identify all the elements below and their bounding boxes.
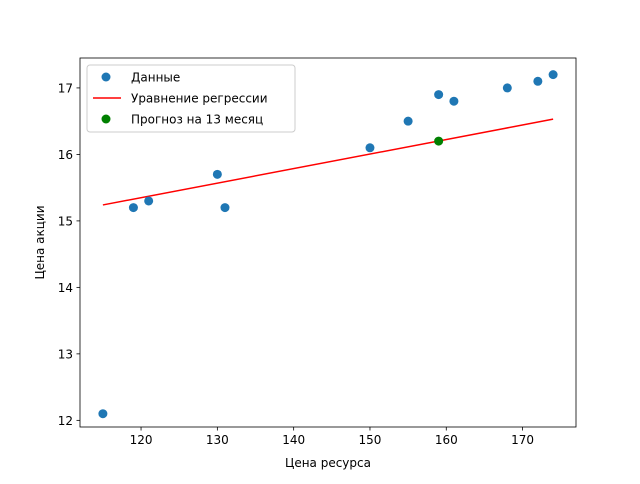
data-point-4	[220, 203, 230, 213]
y-tick-label-2: 14	[58, 281, 73, 295]
data-point-7	[434, 90, 444, 100]
x-tick-label-0: 120	[130, 433, 153, 447]
data-point-11	[548, 70, 558, 80]
legend-label-0: Данные	[131, 71, 180, 85]
data-point-2	[144, 196, 154, 206]
y-tick-label-3: 15	[58, 214, 73, 228]
y-tick-label-5: 17	[58, 81, 73, 95]
legend-label-1: Уравнение регрессии	[131, 92, 268, 106]
y-tick-label-1: 13	[58, 347, 73, 361]
y-axis-label: Цена акции	[33, 205, 47, 279]
legend-marker-0	[101, 72, 111, 82]
plot-content	[98, 70, 558, 419]
y-tick-label-0: 12	[58, 414, 73, 428]
x-tick-label-2: 140	[282, 433, 305, 447]
regression-line	[102, 118, 554, 206]
y-tick-label-4: 16	[58, 148, 73, 162]
data-point-9	[502, 83, 512, 93]
y-axis: 12 13 14 15 16 17	[58, 81, 80, 428]
x-tick-label-5: 170	[511, 433, 534, 447]
legend-label-2: Прогноз на 13 месяц	[131, 113, 263, 127]
x-axis: 120 130 140 150 160 170	[130, 427, 534, 447]
x-tick-label-1: 130	[206, 433, 229, 447]
legend: Данные Уравнение регрессии Прогноз на 13 м…	[86, 64, 296, 133]
data-point-1	[128, 203, 138, 213]
data-point-5	[365, 143, 375, 153]
data-point-0	[98, 409, 108, 419]
x-tick-label-4: 160	[435, 433, 458, 447]
legend-box	[86, 64, 296, 133]
plot-frame	[79, 57, 577, 428]
x-tick-label-3: 150	[359, 433, 382, 447]
legend-marker-2	[101, 114, 111, 124]
data-point-6	[403, 116, 413, 126]
data-point-3	[212, 169, 222, 179]
forecast-point-0	[434, 136, 444, 146]
x-axis-label: Цена ресурса	[285, 456, 371, 470]
data-point-8	[449, 96, 459, 106]
data-point-10	[533, 76, 543, 86]
